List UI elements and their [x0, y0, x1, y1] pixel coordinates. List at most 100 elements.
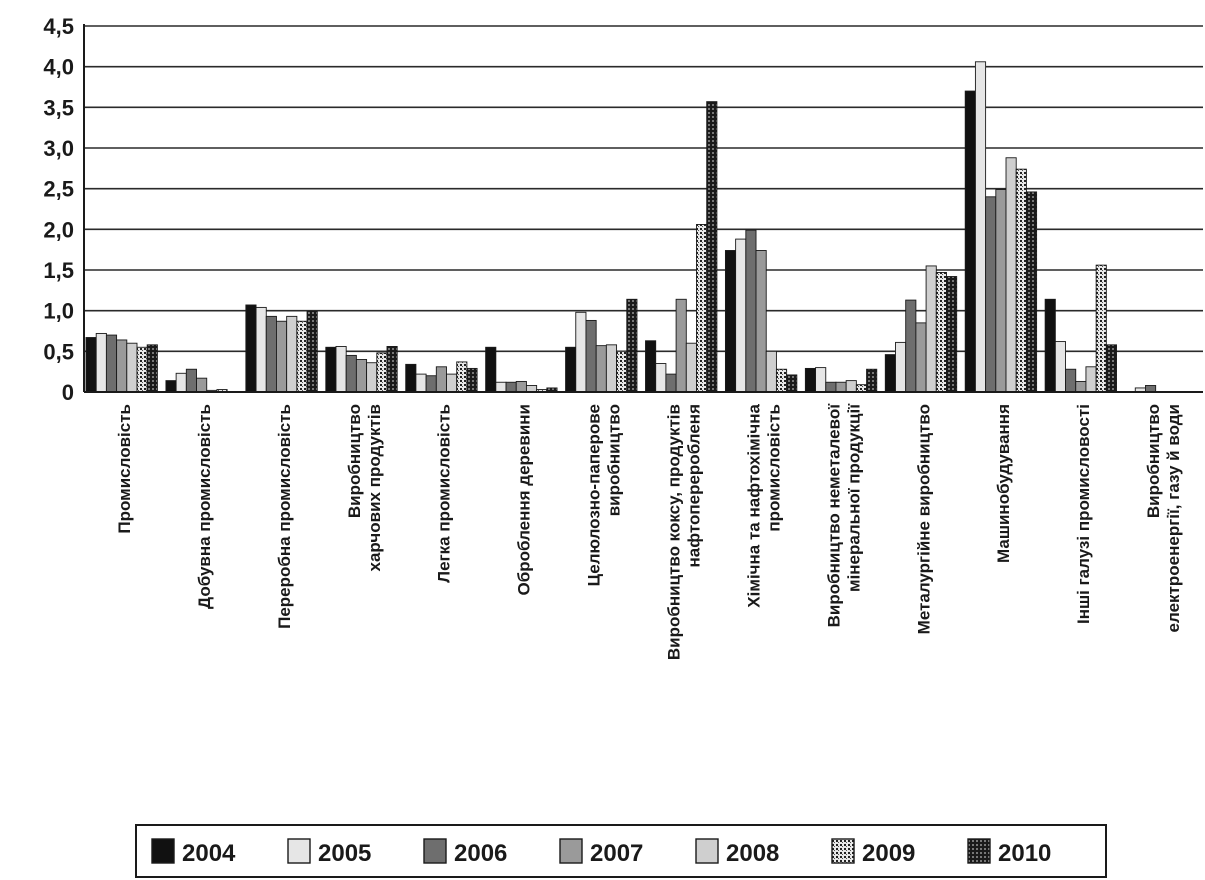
bar-2010-4 [386, 346, 398, 393]
bar-2005-10 [815, 367, 827, 393]
bar-2006-9 [745, 229, 757, 393]
category-label: Переробна промисловість [275, 404, 294, 629]
bar-2005-7 [575, 311, 587, 393]
bar-2006-12 [985, 196, 997, 393]
bar-2007-7 [595, 345, 607, 393]
bar-2004-2 [165, 380, 177, 393]
legend-swatch-2006 [423, 838, 447, 864]
bar-2005-5 [415, 373, 427, 393]
bar-2005-1 [95, 332, 107, 393]
bar-2010-1 [146, 344, 158, 393]
bar-2004-9 [724, 250, 737, 393]
bar-2005-9 [735, 238, 747, 393]
bar-2007-2 [196, 377, 208, 393]
bar-2010-3 [306, 311, 318, 393]
bar-2006-1 [105, 334, 118, 393]
category-label: Легка промисловість [435, 404, 454, 583]
bar-2007-12 [995, 189, 1007, 393]
bar-2004-10 [804, 367, 817, 393]
category-label: промисловість [764, 404, 783, 532]
category-labels: Промисловість Добувна промисловість Переро… [115, 403, 1183, 660]
category-label: нафтопереробленя [684, 404, 703, 567]
y-tick-label: 4,5 [43, 14, 74, 39]
category-label: електроенергії, газу й води [1164, 404, 1183, 632]
legend-swatch-2004 [151, 838, 175, 864]
bar-2004-12 [964, 90, 976, 393]
bar-2004-13 [1044, 298, 1056, 393]
bar-2010-13 [1105, 344, 1117, 393]
category-label: харчових продуктів [365, 404, 384, 571]
bar-2005-13 [1054, 341, 1066, 393]
bar-2004-7 [565, 346, 577, 393]
category-label: Оброблення деревини [515, 404, 534, 595]
bar-2007-13 [1075, 380, 1087, 393]
bar-2009-4 [376, 352, 388, 393]
legend-label-2007: 2007 [590, 840, 643, 867]
y-tick-label: 4,0 [43, 55, 74, 80]
y-tick-label: 0,5 [43, 339, 74, 364]
bar-2005-2 [175, 372, 187, 393]
legend: 2004 2005 2006 2007 2008 2009 2010 [135, 824, 1107, 878]
legend-label-2005: 2005 [318, 840, 371, 867]
y-axis-tick-labels: 0 0,5 1,0 1,5 2,0 2,5 3,0 3,5 4,0 4,5 [43, 14, 74, 405]
bar-2009-5 [456, 361, 468, 393]
bar-2006-2 [185, 368, 197, 393]
bar-2008-1 [126, 342, 138, 393]
y-tick-label: 0 [62, 380, 74, 405]
bar-2004-3 [245, 304, 257, 393]
bar-2009-10 [855, 384, 868, 393]
legend-swatch-2008 [695, 838, 719, 864]
bar-2006-7 [585, 319, 597, 393]
bar-2009-3 [296, 320, 308, 393]
y-tick-label: 1,0 [43, 299, 74, 324]
bar-2006-8 [665, 373, 677, 393]
bar-2008-5 [446, 373, 458, 393]
category-label: Промисловість [115, 404, 134, 534]
bar-2008-3 [286, 315, 298, 393]
bar-2004-4 [325, 346, 337, 393]
bar-2007-5 [435, 366, 447, 393]
y-tick-label: 1,5 [43, 258, 74, 283]
bar-2009-7 [616, 350, 628, 393]
category-label: мінеральної продукції [844, 403, 863, 592]
y-tick-label: 3,0 [43, 136, 74, 161]
bar-2005-12 [974, 61, 987, 393]
legend-label-2008: 2008 [726, 840, 779, 867]
bar-2010-9 [786, 374, 798, 393]
bar-2007-3 [276, 320, 288, 393]
category-label: Хімічна та нафтохімічна [744, 403, 763, 607]
legend-swatch-2009 [831, 838, 855, 864]
bar-2007-10 [835, 381, 847, 393]
legend-label-2010: 2010 [998, 840, 1051, 867]
bar-2005-11 [895, 341, 907, 393]
bar-2010-12 [1025, 191, 1038, 393]
bar-2010-11 [946, 276, 958, 393]
axes [83, 24, 1203, 393]
bar-2009-12 [1015, 168, 1027, 393]
bar-2006-3 [265, 315, 277, 393]
bar-2007-4 [355, 359, 368, 393]
y-tick-label: 2,0 [43, 217, 74, 242]
legend-swatch-2007 [559, 838, 583, 864]
bar-2009-9 [775, 368, 788, 393]
bar-2009-1 [136, 346, 148, 393]
category-label: Металургійне виробництво [914, 404, 933, 634]
bar-2009-8 [696, 223, 708, 393]
bar-2004-8 [645, 340, 657, 393]
legend-swatch-2005 [287, 838, 311, 864]
legend-swatch-2010 [967, 838, 991, 864]
bar-2007-1 [116, 339, 128, 393]
bar-2005-6 [495, 381, 507, 393]
bar-2006-11 [905, 299, 917, 393]
category-label: Інші галузі промисловості [1074, 404, 1093, 624]
category-label: Виробництво коксу, продуктів [664, 404, 683, 660]
bar-2008-12 [1005, 157, 1017, 393]
category-label: Виробництво неметалевої [824, 403, 843, 628]
legend-label-2004: 2004 [182, 840, 236, 867]
bar-2008-11 [925, 265, 937, 393]
category-label: Добувна промисловість [195, 404, 214, 609]
bar-2007-6 [515, 380, 527, 393]
legend-label-2009: 2009 [862, 840, 915, 867]
category-label: Целюлозно-паперове [585, 404, 604, 586]
